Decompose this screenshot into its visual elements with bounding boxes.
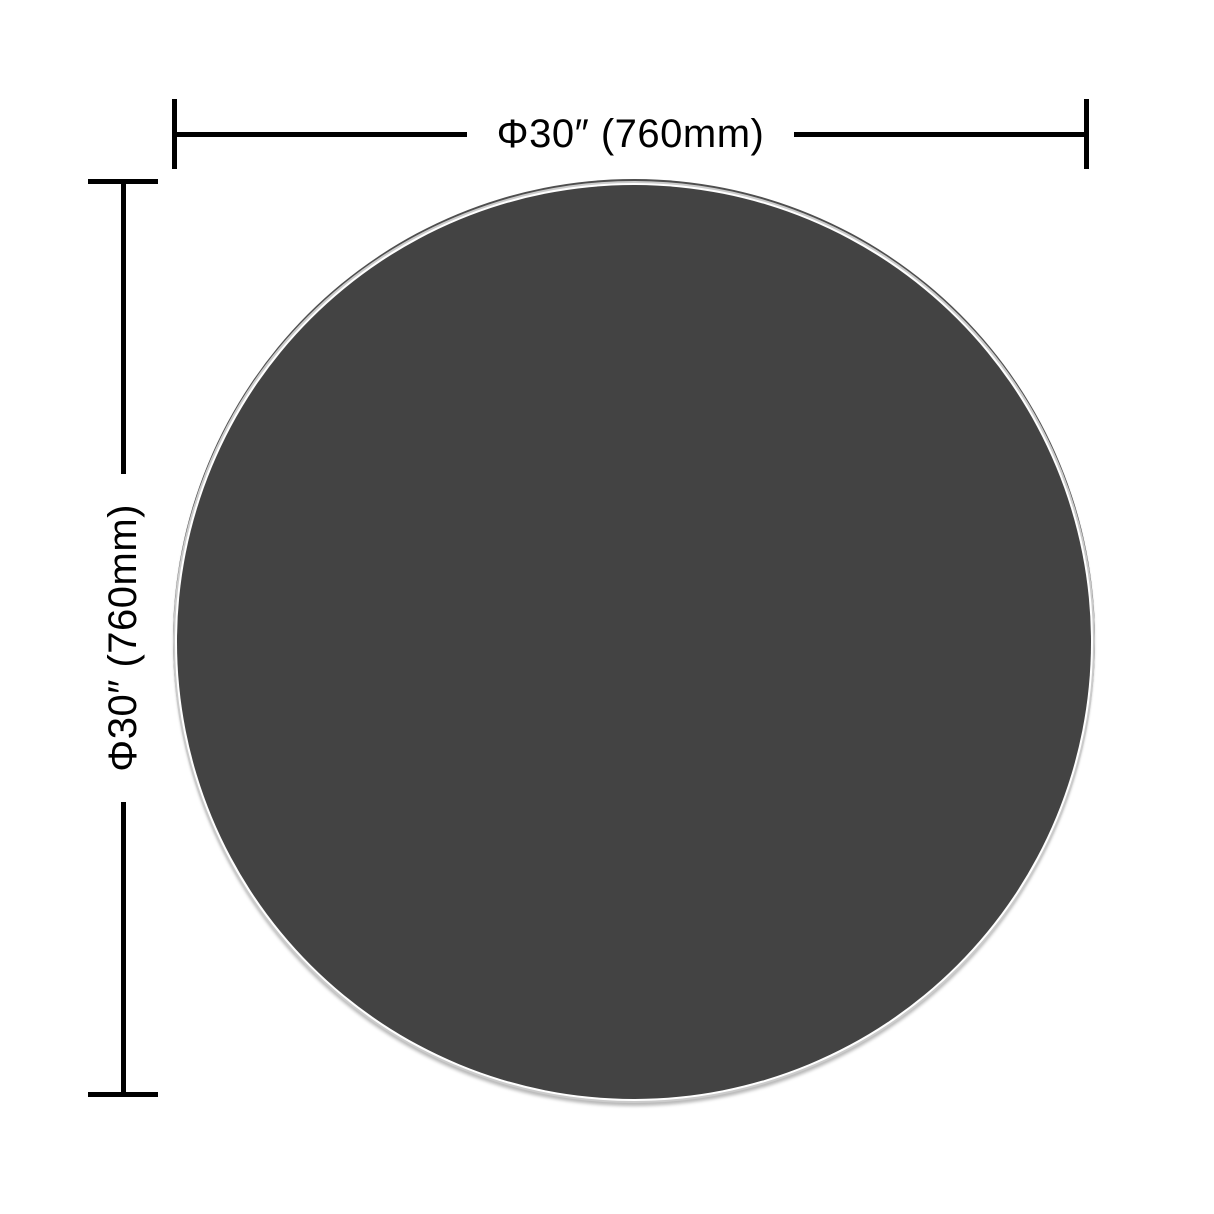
height-dimension-label: Φ30″ (760mm): [101, 504, 145, 772]
width-dimension-line-left: [177, 131, 467, 137]
tabletop-surface: [177, 185, 1091, 1099]
tabletop-circle: [173, 181, 1095, 1103]
height-dimension-line-top: [120, 184, 126, 475]
width-dimension-line-right: [794, 131, 1085, 137]
height-dimension-line-bottom: [120, 801, 126, 1093]
height-dimension: Φ30″ (760mm): [88, 179, 158, 1098]
width-dimension-label: Φ30″ (760mm): [496, 112, 765, 156]
width-dimension: Φ30″ (760mm): [172, 99, 1090, 169]
width-dimension-right-tick: [1084, 99, 1090, 169]
height-dimension-bottom-tick: [88, 1092, 158, 1098]
width-dimension-left-tick: [172, 99, 177, 169]
height-dimension-top-tick: [88, 179, 158, 184]
